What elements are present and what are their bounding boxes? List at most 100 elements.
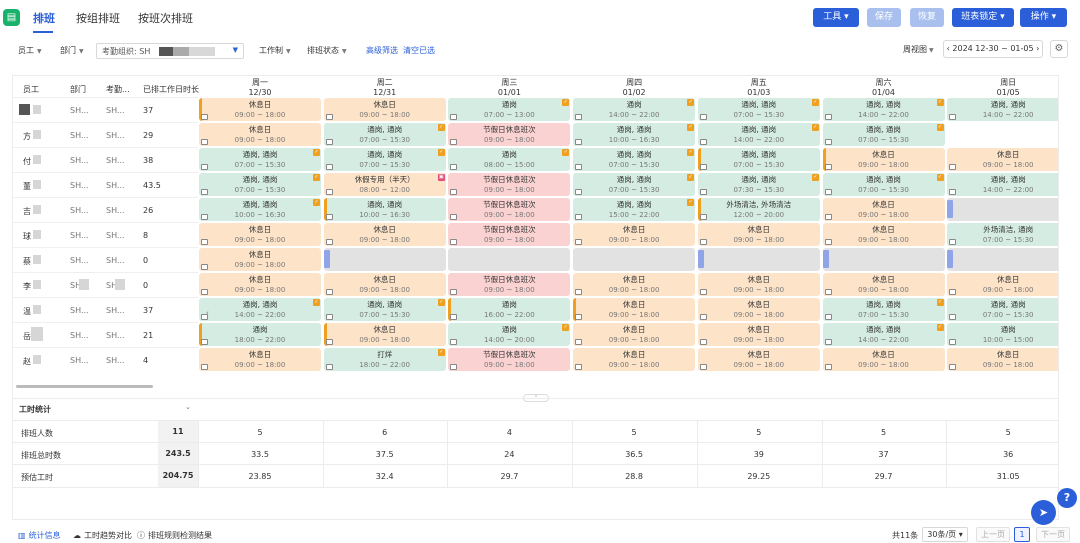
comment-icon[interactable] <box>699 139 707 145</box>
shift-cell[interactable] <box>697 248 820 271</box>
shift-cell[interactable]: 休息日 09:00 ~ 18:00 <box>323 223 446 246</box>
comment-icon[interactable] <box>201 364 208 370</box>
shift-cell[interactable]: 通岗, 通岗 07:30 ~ 15:30 ✓ <box>697 173 820 196</box>
shift-cell[interactable]: 节假日休息班次 09:00 ~ 18:00 <box>448 223 571 246</box>
shift-cell[interactable]: 休息日 09:00 ~ 18:00 <box>697 273 820 296</box>
employee-filter[interactable]: 员工 ▼ <box>18 46 42 55</box>
tab-rule-check[interactable]: ⓘ 排班规则检测结果 <box>137 531 212 540</box>
shift-cell[interactable]: 节假日休息班次 09:00 ~ 18:00 <box>448 198 571 221</box>
comment-icon[interactable] <box>575 289 583 295</box>
comment-icon[interactable] <box>824 164 832 170</box>
comment-icon[interactable] <box>325 364 333 370</box>
comment-icon[interactable] <box>575 239 583 245</box>
shift-cell[interactable]: 休息日 09:00 ~ 18:00 <box>199 98 321 121</box>
comment-icon[interactable] <box>824 189 832 195</box>
comment-icon[interactable] <box>949 114 957 120</box>
employee-name[interactable]: 岳 <box>23 332 31 341</box>
comment-icon[interactable] <box>201 139 208 145</box>
shift-cell[interactable]: 通岗 14:00 ~ 20:00 ✓ <box>448 323 571 346</box>
shift-cell[interactable]: 通岗, 通岗 10:00 ~ 16:30 ✓ <box>573 123 696 146</box>
shift-cell[interactable]: 通岗 14:00 ~ 22:00 ✓ <box>573 98 696 121</box>
employee-name[interactable]: 温 <box>23 307 31 316</box>
shift-cell[interactable]: 通岗, 通岗 15:00 ~ 22:00 ✓ <box>573 198 696 221</box>
shift-cell[interactable]: 通岗, 通岗 14:00 ~ 22:00 ✓ <box>199 298 321 321</box>
comment-icon[interactable] <box>201 164 208 170</box>
dept-filter[interactable]: 部门 ▼ <box>60 46 84 55</box>
shift-cell[interactable]: 节假日休息班次 09:00 ~ 18:00 <box>448 273 571 296</box>
tab-group-schedule[interactable]: 按组排班 <box>76 12 120 25</box>
view-mode-select[interactable]: 周视图 ▼ <box>903 45 934 54</box>
shift-cell[interactable]: 休假专用（半天） 08:00 ~ 12:00 ▣ <box>323 173 446 196</box>
comment-icon[interactable] <box>325 239 333 245</box>
shift-status-filter[interactable]: 排班状态 ▼ <box>307 46 347 55</box>
shift-cell[interactable]: 休息日 09:00 ~ 18:00 <box>947 348 1058 371</box>
comment-icon[interactable] <box>201 314 208 320</box>
shift-cell[interactable]: 休息日 09:00 ~ 18:00 <box>573 273 696 296</box>
employee-name[interactable]: 方 <box>23 132 31 141</box>
comment-icon[interactable] <box>824 114 832 120</box>
comment-icon[interactable] <box>699 214 707 220</box>
employee-name[interactable]: 吉 <box>23 207 31 216</box>
shift-cell[interactable]: 通岗, 通岗 14:00 ~ 22:00 ✓ <box>697 123 820 146</box>
shift-cell[interactable] <box>448 248 571 271</box>
comment-icon[interactable] <box>949 364 957 370</box>
shift-cell[interactable] <box>947 198 1058 221</box>
employee-name[interactable]: 付 <box>23 157 31 166</box>
shift-cell[interactable]: 通岗, 通岗 10:00 ~ 16:30 <box>323 198 446 221</box>
comment-icon[interactable] <box>325 289 333 295</box>
comment-icon[interactable] <box>450 339 458 345</box>
shift-cell[interactable] <box>947 123 1058 146</box>
shift-cell[interactable]: 通岗, 通岗 07:00 ~ 15:30 <box>697 148 820 171</box>
comment-icon[interactable] <box>450 164 458 170</box>
prev-page-button[interactable]: 上一页 <box>976 527 1010 542</box>
date-range-picker[interactable]: ‹ 2024 12-30 ~ 01-05 › <box>943 40 1043 58</box>
comment-icon[interactable] <box>325 214 333 220</box>
comment-icon[interactable] <box>325 314 333 320</box>
comment-icon[interactable] <box>699 114 707 120</box>
comment-icon[interactable] <box>824 214 832 220</box>
shift-cell[interactable]: 通岗, 通岗 10:00 ~ 16:30 ✓ <box>199 198 321 221</box>
comment-icon[interactable] <box>450 289 458 295</box>
page-size-select[interactable]: 30条/页 ▾ <box>922 527 968 542</box>
shift-cell[interactable]: 打烊 18:00 ~ 22:00 ✓ <box>323 348 446 371</box>
shift-cell[interactable] <box>947 248 1058 271</box>
comment-icon[interactable] <box>575 114 583 120</box>
comment-icon[interactable] <box>575 189 583 195</box>
comment-icon[interactable] <box>575 139 583 145</box>
shift-cell[interactable]: 节假日休息班次 09:00 ~ 18:00 <box>448 123 571 146</box>
shift-cell[interactable] <box>822 248 945 271</box>
shift-cell[interactable]: 通岗, 通岗 14:00 ~ 22:00 ✓ <box>822 323 945 346</box>
shift-cell[interactable]: 休息日 09:00 ~ 18:00 <box>199 123 321 146</box>
clear-selection-link[interactable]: 清空已选 <box>403 46 435 55</box>
comment-icon[interactable] <box>201 239 208 245</box>
chevron-down-icon[interactable]: ⌄ <box>185 403 191 411</box>
comment-icon[interactable] <box>575 314 583 320</box>
org-select[interactable]: 考勤组织: SH ▼ <box>96 43 244 59</box>
comment-icon[interactable] <box>325 114 333 120</box>
next-page-button[interactable]: 下一页 <box>1036 527 1070 542</box>
shift-cell[interactable]: 休息日 09:00 ~ 18:00 <box>697 298 820 321</box>
comment-icon[interactable] <box>450 364 458 370</box>
comment-icon[interactable] <box>699 164 707 170</box>
horizontal-scrollbar[interactable] <box>16 385 153 388</box>
shift-cell[interactable] <box>573 248 696 271</box>
shift-cell[interactable]: 休息日 09:00 ~ 18:00 <box>822 348 945 371</box>
work-system-filter[interactable]: 工作制 ▼ <box>259 46 291 55</box>
shift-cell[interactable]: 通岗 16:00 ~ 22:00 <box>448 298 571 321</box>
shift-cell[interactable]: 休息日 09:00 ~ 18:00 <box>947 148 1058 171</box>
shift-cell[interactable]: 休息日 09:00 ~ 18:00 <box>822 273 945 296</box>
shift-cell[interactable]: 休息日 09:00 ~ 18:00 <box>573 223 696 246</box>
shift-cell[interactable]: 休息日 09:00 ~ 18:00 <box>573 298 696 321</box>
shift-cell[interactable]: 休息日 09:00 ~ 18:00 <box>697 323 820 346</box>
tab-schedule[interactable]: 排班 <box>33 12 55 25</box>
chevron-left-icon[interactable]: ‹ <box>946 44 950 53</box>
